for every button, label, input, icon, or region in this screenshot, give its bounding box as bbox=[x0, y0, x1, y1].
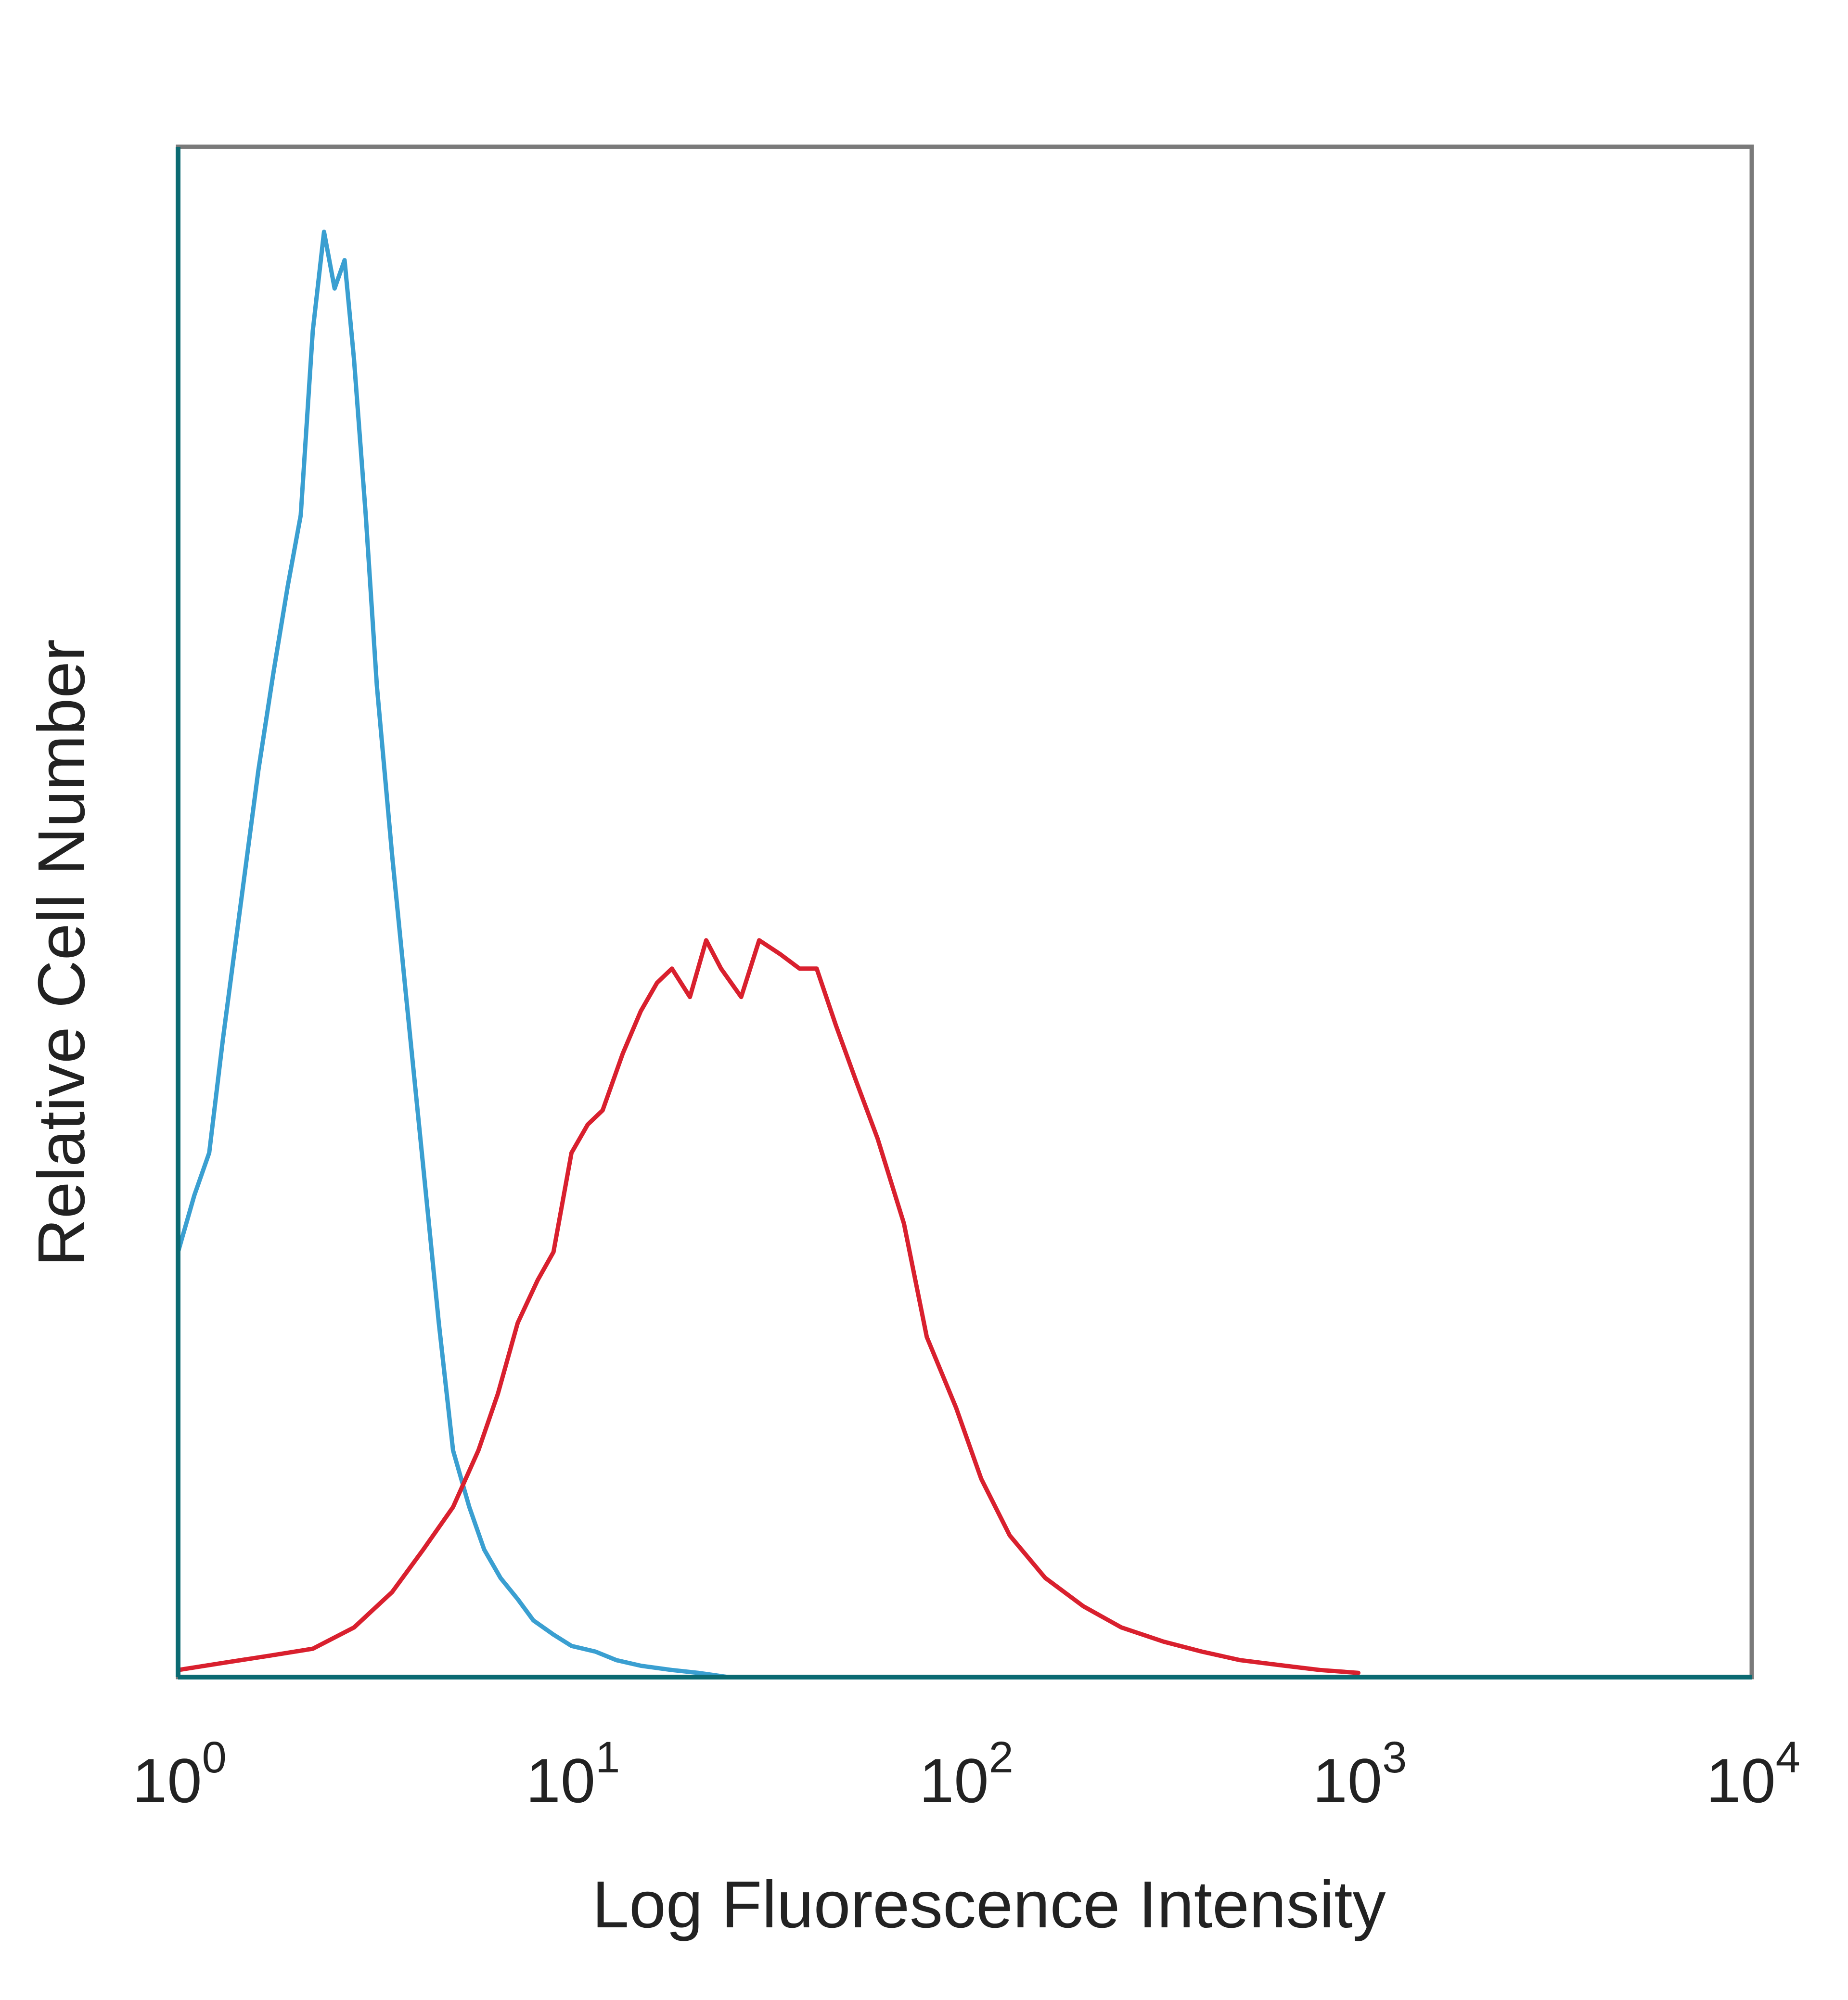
x-tick-label-0: 100 bbox=[132, 1733, 227, 1816]
plot-area bbox=[176, 144, 1754, 1679]
axes-group bbox=[176, 147, 1752, 1679]
x-tick-exp-0: 0 bbox=[202, 1733, 227, 1782]
x-tick-base-0: 10 bbox=[132, 1745, 202, 1816]
x-tick-labels: 100 101 102 103 104 bbox=[132, 1733, 1800, 1816]
series-line-2 bbox=[176, 938, 1360, 1675]
x-axis-title: Log Fluorescence Intensity bbox=[592, 1868, 1386, 1942]
series-line-1 bbox=[176, 230, 731, 1679]
x-tick-exp-3: 3 bbox=[1382, 1733, 1407, 1782]
x-tick-base-4: 10 bbox=[1706, 1745, 1776, 1816]
x-tick-base-2: 10 bbox=[919, 1745, 989, 1816]
x-tick-label-2: 102 bbox=[919, 1733, 1014, 1816]
x-tick-label-1: 101 bbox=[526, 1733, 620, 1816]
plot-frame bbox=[176, 144, 1754, 1679]
x-tick-exp-1: 1 bbox=[595, 1733, 620, 1782]
series-group bbox=[176, 230, 1360, 1679]
x-tick-exp-4: 4 bbox=[1776, 1733, 1800, 1782]
x-tick-base-1: 10 bbox=[526, 1745, 596, 1816]
x-tick-label-4: 104 bbox=[1706, 1733, 1800, 1816]
y-axis-title: Relative Cell Number bbox=[25, 639, 99, 1267]
x-tick-base-3: 10 bbox=[1313, 1745, 1383, 1816]
x-tick-exp-2: 2 bbox=[989, 1733, 1014, 1782]
x-tick-label-3: 103 bbox=[1313, 1733, 1407, 1816]
